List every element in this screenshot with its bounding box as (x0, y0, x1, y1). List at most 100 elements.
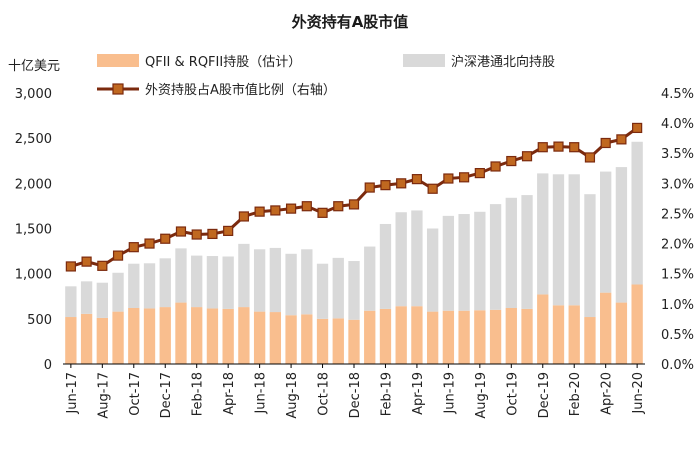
bar-northbound (505, 197, 517, 308)
bar-qfii (584, 317, 596, 364)
bar-northbound (112, 272, 124, 312)
bar-qfii (238, 307, 250, 364)
bar-northbound (631, 141, 643, 285)
x-tick-label: Apr-18 (222, 372, 237, 415)
bar-qfii (489, 309, 502, 364)
ratio-point (317, 207, 328, 218)
bar-qfii (631, 284, 643, 364)
bar-northbound (191, 255, 203, 308)
ratio-point (81, 256, 92, 267)
bar-qfii (568, 305, 580, 364)
bar-qfii (175, 302, 187, 364)
right-tick-label: 3.0% (661, 177, 694, 192)
bar-qfii (206, 308, 219, 364)
x-tick-label: Jun-20 (631, 372, 646, 415)
x-tick-label: Oct-17 (128, 372, 143, 416)
bar-northbound (521, 195, 533, 309)
bar-northbound (96, 282, 108, 318)
ratio-point (175, 226, 187, 237)
right-tick-label: 3.5% (661, 147, 694, 162)
legend-swatch-qfii (97, 54, 139, 67)
x-tick-label: Aug-19 (474, 372, 489, 419)
ratio-point (569, 142, 580, 153)
bar-northbound (238, 243, 250, 308)
bar-northbound (175, 248, 187, 303)
bar-qfii (426, 311, 439, 364)
ratio-point (474, 167, 485, 179)
x-tick-label: Jun-17 (65, 372, 80, 415)
bar-northbound (489, 204, 502, 310)
ratio-point (191, 229, 202, 240)
bar-qfii (458, 310, 470, 364)
bar-northbound (285, 253, 297, 316)
bar-northbound (348, 261, 360, 320)
ratio-point (254, 206, 265, 217)
bar-qfii (521, 308, 533, 364)
bar-qfii (442, 310, 455, 364)
bar-northbound (222, 256, 234, 309)
ratio-point (537, 142, 548, 153)
bar-northbound (128, 263, 140, 308)
right-tick-label: 4.5% (661, 87, 694, 102)
ratio-point (128, 242, 139, 253)
bar-northbound (552, 174, 565, 306)
bar-northbound (600, 171, 612, 293)
bar-qfii (474, 310, 486, 364)
x-tick-label: Apr-20 (600, 372, 615, 415)
ratio-point (333, 201, 344, 212)
bar-qfii (395, 306, 407, 364)
bar-qfii (143, 308, 156, 364)
bar-qfii (600, 292, 612, 364)
ratio-point (270, 205, 281, 216)
bar-northbound (206, 256, 219, 309)
bar-northbound (65, 286, 77, 318)
bar-qfii (253, 311, 266, 364)
bar-qfii (411, 306, 423, 364)
ratio-point (459, 172, 470, 183)
left-tick-label: 0 (44, 358, 52, 373)
ratio-point (427, 183, 438, 194)
ratio-point (616, 134, 627, 145)
ratio-point (301, 201, 312, 212)
ratio-point (396, 178, 407, 189)
right-tick-label: 1.0% (661, 298, 694, 313)
chart-title: 外资持有A股市值 (291, 13, 409, 31)
ratio-line (70, 126, 639, 268)
ratio-point (380, 180, 391, 191)
bar-northbound (253, 249, 266, 312)
x-tick-label: Jun-18 (254, 372, 269, 415)
left-axis-unit: 十亿美元 (8, 59, 60, 74)
x-tick-label: Dec-17 (159, 372, 174, 418)
ratio-point (160, 233, 171, 244)
bar-northbound (426, 228, 439, 312)
bar-qfii (552, 305, 565, 364)
bar-northbound (615, 167, 628, 303)
right-tick-label: 0.0% (661, 358, 694, 373)
ratio-point (584, 152, 596, 163)
ratio-point (348, 199, 360, 210)
bar-qfii (301, 314, 313, 364)
x-tick-label: Apr-19 (411, 372, 426, 415)
plot-area: 0 500 1,000 1,500 2,000 2,500 3,000 0.0% 0.5% 1.0… (15, 87, 694, 419)
ratio-point (97, 260, 108, 271)
right-tick-label: 0.5% (661, 328, 694, 343)
bar-qfii (222, 308, 234, 364)
bar-northbound (80, 281, 93, 314)
bar-northbound (332, 257, 344, 319)
ratio-point (223, 225, 234, 237)
ratio-point (144, 238, 155, 249)
ratio-point (632, 122, 643, 134)
bar-northbound (458, 214, 470, 311)
ratio-point (238, 211, 249, 222)
bar-qfii (80, 313, 93, 364)
bar-qfii (112, 311, 124, 364)
bar-qfii (191, 307, 203, 364)
x-tick-label: Dec-18 (348, 372, 363, 418)
x-tick-label: Aug-17 (96, 372, 111, 419)
bar-qfii (537, 294, 549, 364)
ratio-point (112, 250, 124, 261)
ratio-point (553, 141, 564, 152)
bar-northbound (474, 211, 486, 311)
bar-qfii (316, 318, 329, 364)
